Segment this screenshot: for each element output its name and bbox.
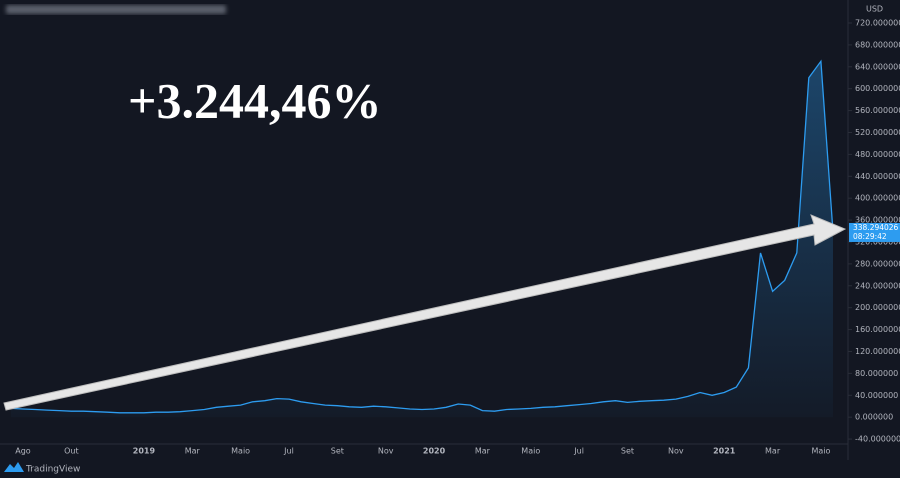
x-tick-label: Mar [765, 447, 781, 456]
y-tick-label: 400.000000 [855, 194, 900, 203]
y-tick-label: 360.000000 [855, 216, 900, 225]
y-tick-label: 200.000000 [855, 303, 900, 312]
x-tick-label: 2020 [423, 447, 446, 456]
y-tick-label: 600.000000 [855, 84, 900, 93]
blurred-title [6, 5, 226, 14]
x-tick-label: Jul [283, 447, 294, 456]
x-tick-label: Mar [185, 447, 201, 456]
x-tick-label: Jul [573, 447, 584, 456]
y-tick-label: 720.000000 [855, 18, 900, 27]
logo-icon [4, 462, 24, 472]
logo: TradingView [4, 462, 80, 475]
y-tick-label: 240.000000 [855, 281, 900, 290]
y-tick-label: 80.000000 [855, 369, 898, 378]
y-tick-label: 520.000000 [855, 128, 900, 137]
plot [10, 59, 834, 418]
x-tick-label: 2021 [713, 447, 736, 456]
x-tick-label: Nov [378, 447, 394, 456]
y-unit: USD [866, 5, 883, 14]
brand-name: TradingView [25, 465, 80, 475]
y-tick-label: 680.000000 [855, 40, 900, 49]
x-tick-label: Mar [475, 447, 491, 456]
x-tick-label: Set [621, 447, 634, 456]
x-tick-label: Set [331, 447, 344, 456]
arrow [3, 214, 847, 411]
annotation: +3.244,46% [128, 72, 382, 128]
y-tick-label: 320.000000 [855, 237, 900, 246]
x-tick-label: Maio [811, 447, 830, 456]
y-tick-label: 440.000000 [855, 172, 900, 181]
x-tick-label: Ago [15, 447, 31, 456]
y-tick-label: -40.000000 [855, 435, 900, 444]
y-tick-label: 280.000000 [855, 259, 900, 268]
last-price-box [849, 222, 900, 242]
y-tick-label: 640.000000 [855, 62, 900, 71]
countdown: 08:29:42 [853, 232, 887, 241]
x-tick-label: Nov [668, 447, 684, 456]
y-tick-label: 40.000000 [855, 391, 898, 400]
y-tick-label: 0.000000 [855, 413, 893, 422]
y-tick-label: 120.000000 [855, 347, 900, 356]
x-tick-label: Out [64, 447, 79, 456]
area [10, 61, 834, 418]
last-price-label: 338.294026 [853, 223, 899, 232]
x-tick-label: Maio [521, 447, 540, 456]
y-tick-label: 480.000000 [855, 150, 900, 159]
y-tick-label: 560.000000 [855, 106, 900, 115]
x-tick-label: Maio [231, 447, 250, 456]
x-tick-label: 2019 [133, 447, 156, 456]
y-tick-label: 160.000000 [855, 325, 900, 334]
line [10, 59, 834, 414]
